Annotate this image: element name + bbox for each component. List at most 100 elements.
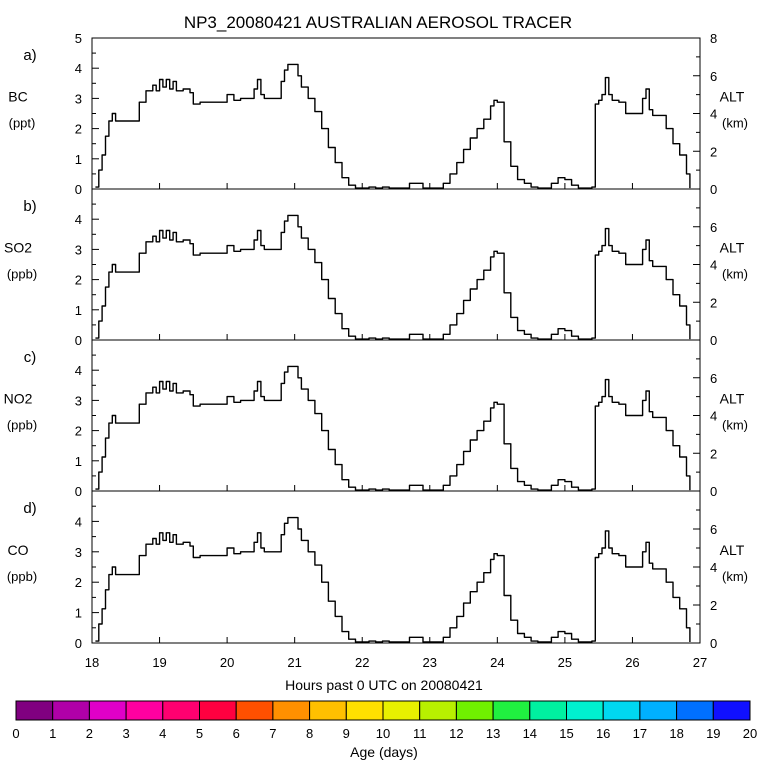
species-unit: (ppb): [7, 418, 37, 433]
x-tick-label: 18: [85, 655, 99, 670]
colorbar-swatch: [602, 700, 641, 721]
right-tick-label: 4: [710, 560, 717, 575]
right-tick-label: 8: [710, 31, 717, 46]
colorbar-swatch: [529, 700, 567, 721]
colorbar-swatch: [639, 700, 678, 721]
x-tick-label: 24: [490, 655, 504, 670]
panel-letter: d): [23, 500, 36, 517]
figure-title: NP3_20080421 AUSTRALIAN AEROSOL TRACER: [184, 13, 572, 32]
age-colorbar: 0 1 2 3 4 5 6 7 8 9 10 11 12 13 14 15 16 17 18 19 20: [12, 700, 757, 741]
right-tick-label: 2: [710, 144, 717, 159]
species-unit: (ppb): [7, 569, 37, 584]
panel-letter: a): [23, 47, 36, 64]
species-label: SO2: [4, 240, 32, 256]
left-tick-label: 3: [75, 91, 82, 106]
alt-series-line: [95, 214, 691, 340]
colorbar-tick-label: 20: [743, 726, 757, 741]
alt-series-line: [95, 365, 691, 491]
left-tick-label: 2: [75, 273, 82, 288]
left-tick-label: 1: [75, 152, 82, 167]
colorbar-swatch: [15, 700, 54, 721]
colorbar-swatch: [309, 700, 347, 721]
colorbar-swatch: [345, 700, 384, 721]
alt-unit: (km): [722, 116, 748, 131]
colorbar-swatch: [272, 700, 311, 721]
alt-unit: (km): [722, 267, 748, 282]
x-tick-label: 26: [625, 655, 639, 670]
colorbar-swatch: [52, 700, 90, 721]
colorbar-swatch: [199, 700, 237, 721]
x-tick-label: 20: [220, 655, 234, 670]
colorbar-tick-label: 1: [49, 726, 56, 741]
left-tick-label: 0: [75, 182, 82, 197]
colorbar-swatch: [712, 700, 751, 721]
colorbar-tick-label: 17: [633, 726, 647, 741]
species-label: BC: [8, 89, 27, 105]
panel-no2: 0 1 2 3 4 0 2 4 6 c) NO2 (ppb) ALT (km): [4, 339, 748, 499]
left-tick-label: 4: [75, 212, 82, 227]
x-tick-label: 25: [558, 655, 572, 670]
left-tick-label: 2: [75, 424, 82, 439]
x-tick-label: 21: [287, 655, 301, 670]
left-tick-label: 2: [75, 122, 82, 137]
colorbar-swatch: [455, 700, 494, 721]
colorbar-tick-label: 16: [596, 726, 610, 741]
alt-label: ALT: [720, 542, 745, 558]
colorbar-tick-label: 10: [376, 726, 390, 741]
right-tick-label: 2: [710, 598, 717, 613]
alt-unit: (km): [722, 569, 748, 584]
panel-bc: 0 1 2 3 4 5 0 2 4 6 8 a) BC (ppt) ALT (km): [8, 31, 748, 197]
colorbar-tick-label: 2: [86, 726, 93, 741]
colorbar-tick-label: 8: [306, 726, 313, 741]
right-tick-label: 0: [710, 484, 717, 499]
colorbar-swatch: [492, 700, 531, 721]
colorbar-swatch: [88, 700, 127, 721]
panel-frame: [91, 339, 701, 492]
colorbar-tick-label: 12: [449, 726, 463, 741]
right-tick-label: 0: [710, 182, 717, 197]
colorbar-tick-label: 18: [669, 726, 683, 741]
colorbar-swatch: [382, 700, 421, 721]
alt-unit: (km): [722, 418, 748, 433]
colorbar-swatch: [676, 700, 714, 721]
panel-frame: [91, 188, 701, 341]
panel-frame: [91, 37, 701, 190]
left-tick-label: 1: [75, 454, 82, 469]
panel-letter: c): [24, 349, 37, 366]
colorbar-tick-label: 11: [413, 726, 427, 741]
species-unit: (ppb): [7, 267, 37, 282]
panel-so2: 0 1 2 3 4 0 2 4 6 b) SO2 (ppb) ALT (km): [4, 188, 748, 348]
colorbar-swatch: [125, 700, 164, 721]
left-tick-label: 0: [75, 333, 82, 348]
left-tick-label: 4: [75, 363, 82, 378]
left-tick-label: 4: [75, 514, 82, 529]
colorbar-tick-label: 0: [12, 726, 19, 741]
x-tick-label: 23: [423, 655, 437, 670]
species-label: CO: [8, 542, 29, 558]
colorbar-tick-label: 5: [196, 726, 203, 741]
right-tick-label: 6: [710, 220, 717, 235]
species-unit: (ppt): [9, 116, 36, 131]
left-tick-label: 1: [75, 606, 82, 621]
left-tick-label: 4: [75, 61, 82, 76]
species-label: NO2: [4, 391, 33, 407]
alt-label: ALT: [720, 240, 745, 256]
right-tick-label: 0: [710, 636, 717, 651]
alt-label: ALT: [720, 391, 745, 407]
colorbar-tick-label: 6: [233, 726, 240, 741]
colorbar-tick-label: 13: [486, 726, 500, 741]
right-tick-label: 4: [710, 409, 717, 424]
right-tick-label: 4: [710, 107, 717, 122]
x-tick-label: 19: [152, 655, 166, 670]
alt-label: ALT: [720, 89, 745, 105]
panel-letter: b): [23, 198, 36, 215]
x-tick-label: 27: [693, 655, 707, 670]
right-tick-label: 6: [710, 371, 717, 386]
colorbar-tick-label: 4: [159, 726, 166, 741]
colorbar-swatch: [419, 700, 457, 721]
colorbar-tick-label: 9: [343, 726, 350, 741]
colorbar-swatch: [566, 700, 604, 721]
colorbar-tick-label: 19: [706, 726, 720, 741]
colorbar-tick-label: 7: [269, 726, 276, 741]
